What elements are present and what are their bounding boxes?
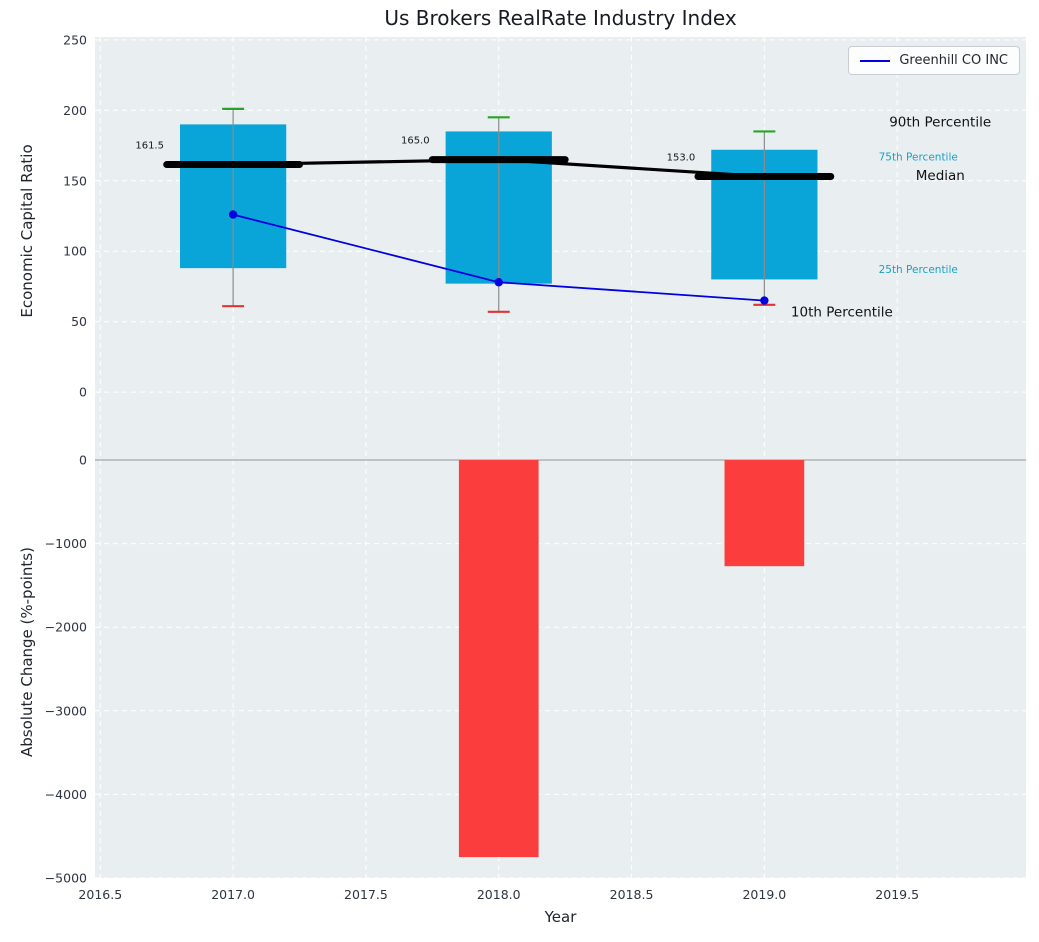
y-tick-label: 100 — [63, 244, 87, 259]
median-value-label-2017: 161.5 — [135, 141, 164, 152]
y-tick-label: 0 — [79, 385, 87, 400]
x-tick-label: 2018.5 — [610, 887, 654, 902]
x-tick-label: 2019.0 — [742, 887, 786, 902]
y-tick-label: 250 — [63, 32, 87, 47]
legend: Greenhill CO INC — [848, 46, 1020, 75]
x-tick-label: 2018.0 — [477, 887, 521, 902]
annotation-75th-percentile: 75th Percentile — [879, 151, 958, 163]
panel-1-background — [95, 426, 1026, 878]
company-marker-2017 — [228, 210, 238, 219]
x-tick-label: 2017.0 — [211, 887, 255, 902]
annotation-10th-percentile: 10th Percentile — [791, 305, 893, 321]
y-tick-label: 150 — [63, 173, 87, 188]
legend-line-sample — [860, 59, 891, 62]
y-tick-label: −5000 — [45, 871, 87, 886]
y-tick-label: 200 — [63, 103, 87, 118]
x-tick-label: 2017.5 — [344, 887, 388, 902]
annotation-90th-percentile: 90th Percentile — [889, 114, 991, 130]
company-marker-2018 — [494, 278, 503, 287]
annotation-25th-percentile: 25th Percentile — [879, 264, 958, 276]
y-tick-label: −4000 — [45, 787, 87, 802]
median-value-label-2019: 153.0 — [667, 153, 696, 164]
y-tick-label: −1000 — [45, 536, 87, 551]
x-axis-label: Year — [544, 908, 577, 926]
y-tick-label: 50 — [71, 314, 87, 329]
change-bar-2018 — [458, 460, 539, 858]
x-tick-label: 2019.5 — [875, 887, 919, 902]
y-tick-label: −2000 — [45, 620, 87, 635]
chart-title: Us Brokers RealRate Industry Index — [384, 6, 737, 30]
change-bar-2019 — [724, 460, 805, 567]
legend-label: Greenhill CO INC — [899, 53, 1008, 68]
company-marker-2019 — [760, 296, 769, 305]
median-value-label-2018: 165.0 — [401, 136, 430, 147]
y-tick-label: −3000 — [45, 703, 87, 718]
x-tick-label: 2016.5 — [78, 887, 122, 902]
annotation-median: Median — [916, 168, 965, 184]
y-tick-label: 0 — [79, 453, 87, 468]
